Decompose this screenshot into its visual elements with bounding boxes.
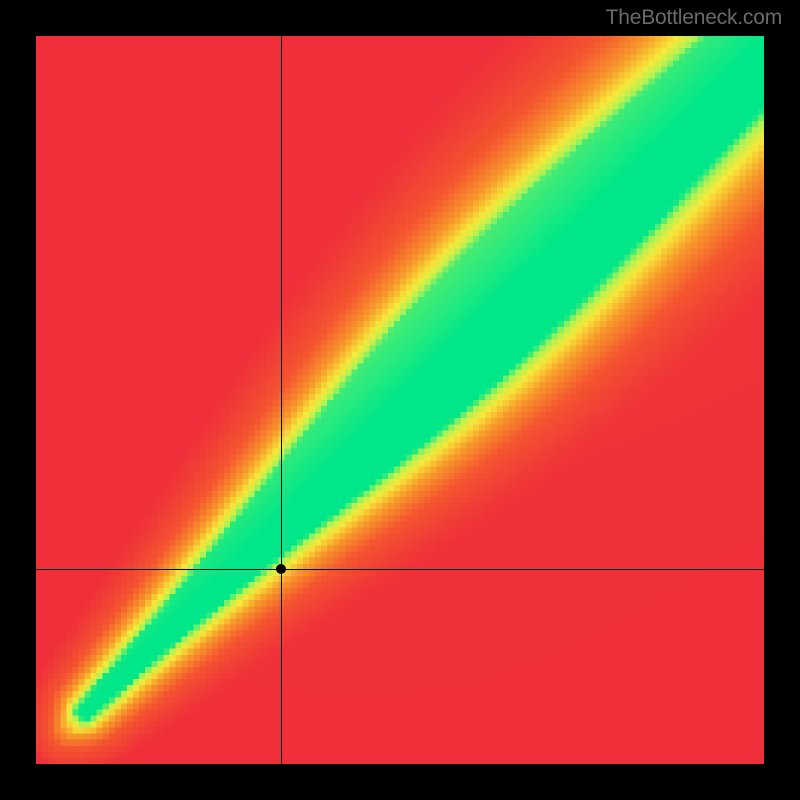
heatmap-canvas (36, 36, 764, 764)
crosshair-horizontal (36, 569, 764, 570)
watermark-text: TheBottleneck.com (606, 6, 782, 30)
crosshair-vertical (281, 36, 282, 764)
chart-container: TheBottleneck.com (0, 0, 800, 800)
